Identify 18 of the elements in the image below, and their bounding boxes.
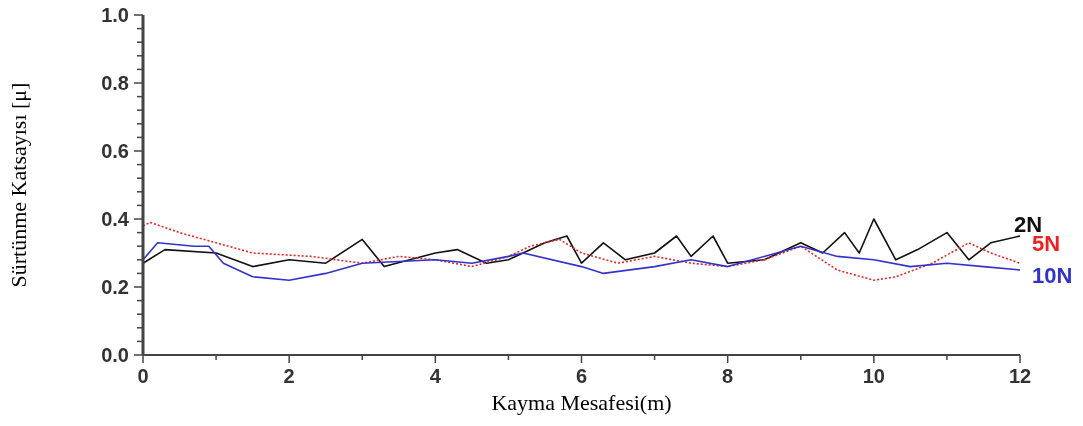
y-axis-title: Sürtünme Katsayısı [μ]	[6, 82, 31, 288]
series-label: 2N	[1014, 211, 1043, 237]
text: 0.0	[101, 344, 129, 366]
x-tick-label: 4	[429, 365, 442, 387]
x-axis-title: Kayma Mesafesi(m)	[491, 390, 672, 415]
x-tick-label: 8	[722, 365, 734, 387]
series-label: 10N	[1032, 262, 1073, 288]
x-tick-label: 12	[1008, 365, 1032, 387]
x-tick-label: 0	[137, 365, 149, 387]
line-series	[142, 242, 1021, 281]
x-tick-label: 2	[283, 365, 295, 387]
y-tick-label: 0.2	[101, 276, 129, 298]
y-tick-label: 0.6	[101, 140, 129, 162]
x-tick-label: 6	[575, 365, 588, 387]
y-tick-label: 1.0	[101, 4, 129, 26]
y-tick-label: 0.4	[101, 208, 130, 230]
y-tick-label: 0.8	[101, 72, 129, 94]
x-tick-label: 10	[862, 365, 885, 387]
